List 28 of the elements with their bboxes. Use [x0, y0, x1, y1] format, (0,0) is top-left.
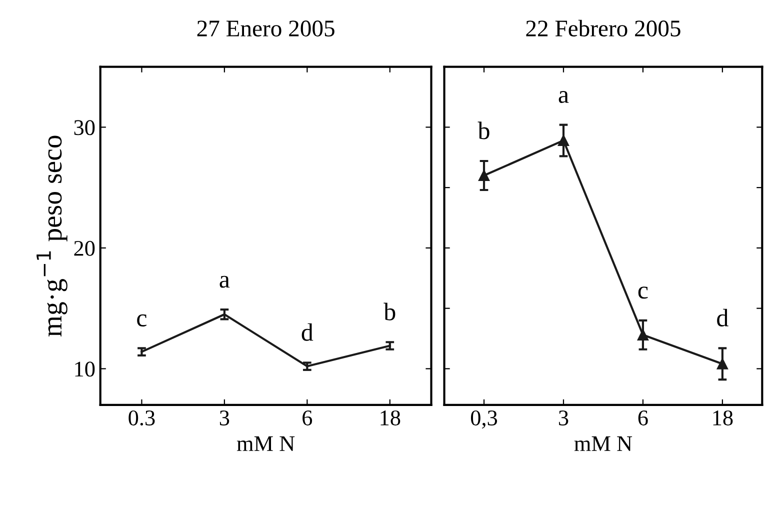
- point: [716, 358, 728, 370]
- annotation: b: [478, 122, 490, 140]
- x-tick-label: 18: [380, 410, 400, 426]
- x-tick-label: 6: [638, 410, 648, 426]
- annotation: b: [384, 302, 396, 320]
- x-axis-title: mM N: [574, 436, 632, 451]
- x-tick-label: 0,3: [470, 410, 498, 429]
- x-tick-label: 3: [558, 410, 568, 426]
- x-tick-label: 0.3: [128, 410, 155, 426]
- point: [558, 134, 570, 146]
- annotation: d: [302, 323, 314, 341]
- annotation: c: [137, 314, 146, 326]
- x-axis-title: mM N: [236, 436, 295, 451]
- x-tick-label: 18: [713, 410, 733, 426]
- x-tick-label: 6: [302, 410, 312, 426]
- annotation: a: [558, 91, 569, 104]
- chart-title: 22 Febrero 2005: [526, 20, 680, 36]
- y-tick-label: 20: [74, 240, 95, 256]
- y-tick-label: 10: [75, 362, 95, 377]
- point: [637, 329, 649, 340]
- x-tick-label: 3: [220, 410, 230, 426]
- y-axis-title: mg·g$^{−1}$ peso seco: [36, 136, 68, 337]
- annotation: d: [717, 308, 728, 326]
- annotation: a: [220, 276, 230, 288]
- point: [478, 170, 490, 182]
- chart-title: 27 Enero 2005: [197, 20, 334, 36]
- annotation: c: [638, 286, 648, 299]
- y-tick-label: 30: [74, 120, 95, 136]
